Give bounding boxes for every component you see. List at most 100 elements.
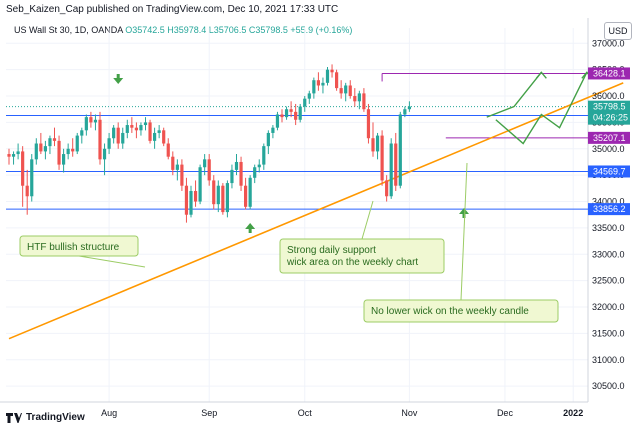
candle-body: [30, 159, 34, 197]
change-value: +55.9 (+0.16%): [290, 25, 353, 35]
level-label-bg: [588, 165, 630, 178]
annotation-box: [279, 238, 445, 274]
countdown-label: 04:26:25: [593, 113, 628, 123]
horizontal-levels: [6, 72, 588, 210]
symbol-name: US Wall St 30, 1D, OANDA: [14, 25, 123, 35]
annotations: HTF bullish structure Strong daily suppor…: [19, 162, 559, 323]
annotation-pointer: [78, 255, 146, 268]
candle-body: [344, 85, 348, 94]
candle-body: [52, 138, 57, 141]
candle-body: [198, 167, 202, 202]
candle-body: [180, 164, 184, 186]
level-label: 34569.7: [593, 166, 626, 176]
projection-path-lower: [495, 71, 588, 145]
candle-body: [325, 69, 330, 83]
footer-brand: TradingView: [26, 412, 85, 423]
annotation-pointer: [460, 162, 468, 301]
candle-body: [380, 135, 384, 181]
ohlc-values: O35742.5 H35978.4 L35706.5 C35798.5: [125, 25, 288, 35]
projection-path-upper: [486, 71, 542, 118]
candle-body: [98, 119, 102, 160]
grid: [0, 18, 589, 403]
candle-body: [375, 135, 380, 152]
annotation-text: No lower wick on the weekly candle: [371, 306, 529, 317]
candle-body: [189, 190, 193, 215]
arrow-down-icon: [113, 74, 124, 84]
candle-body: [21, 151, 25, 186]
trendline-layer: [8, 82, 624, 340]
level-label-bg: [588, 67, 630, 80]
footer: TradingView: [6, 412, 85, 423]
candle-body: [11, 154, 16, 157]
arrow-head: [535, 71, 547, 79]
x-tick-label: 2022: [563, 408, 583, 418]
y-tick-label: 35000.0: [592, 144, 625, 154]
candle-body: [93, 119, 98, 123]
x-tick-label: Dec: [497, 408, 514, 418]
candle-body: [335, 72, 339, 89]
candle-body: [62, 154, 66, 165]
candle-body: [212, 180, 216, 205]
candle-body: [139, 125, 143, 131]
candle-body: [280, 114, 284, 118]
candle-body: [366, 109, 371, 139]
candle-body: [284, 109, 289, 118]
candle-body: [312, 80, 316, 94]
candle-body: [34, 143, 38, 160]
candle-body: [66, 148, 70, 155]
annotation-htf: HTF bullish structure: [19, 235, 146, 268]
level-label: 33856.2: [593, 204, 626, 214]
annotation-box: [363, 299, 559, 323]
candle-body: [294, 111, 298, 120]
candle-body: [193, 190, 198, 202]
time-axis[interactable]: Aug Sep Oct Nov Dec 2022: [101, 408, 583, 418]
candle-body: [239, 161, 243, 186]
candle-body: [112, 127, 116, 139]
candle-body: [303, 98, 307, 107]
y-tick-label: 31500.0: [592, 328, 625, 338]
annotation-text: Strong daily support: [287, 245, 376, 256]
candle-body: [244, 185, 248, 207]
level-label: 36428.1: [593, 68, 626, 78]
candle-body: [80, 130, 84, 136]
price-axis[interactable]: 30500.0 31000.0 31500.0 32000.0 32500.0 33000…: [588, 38, 630, 391]
candle-body: [339, 88, 343, 94]
candle-body: [389, 143, 393, 197]
candle-body: [203, 159, 207, 168]
publish-header: Seb_Kaizen_Cap published on TradingView.…: [6, 4, 339, 15]
candle-body: [134, 127, 138, 131]
candle-body: [75, 135, 79, 152]
candle-body: [262, 146, 266, 165]
candle-body: [248, 177, 252, 207]
candle-body: [89, 117, 93, 123]
projection-arrows: [113, 71, 593, 233]
x-tick-label: Oct: [298, 408, 313, 418]
candle-body: [403, 109, 407, 115]
candle-body: [371, 138, 375, 152]
trendline: [8, 82, 624, 340]
candle-body: [102, 148, 107, 160]
candle-body: [84, 117, 88, 131]
symbol-legend: US Wall St 30, 1D, OANDA O35742.5 H35978…: [14, 25, 352, 35]
candle-body: [385, 180, 389, 197]
last-price-bg: [588, 100, 630, 125]
annotation-box: [19, 235, 139, 257]
annotation-text: wick area on the weekly chart: [286, 257, 418, 268]
candle-body: [234, 161, 239, 170]
candle-body: [289, 109, 293, 112]
candle-body: [330, 69, 334, 73]
candle-body: [171, 156, 175, 170]
level-label: 35207.1: [593, 133, 626, 143]
candle-body: [48, 138, 52, 147]
candle-body: [121, 132, 125, 144]
x-tick-label: Nov: [401, 408, 418, 418]
y-tick-label: 33000.0: [592, 249, 625, 259]
arrow-up-icon: [459, 208, 469, 218]
candle-body: [357, 93, 361, 102]
y-tick-label: 31000.0: [592, 355, 625, 365]
candle-body: [25, 185, 29, 197]
last-price-label: 35798.5: [593, 102, 626, 112]
currency-button[interactable]: USD: [604, 22, 632, 40]
